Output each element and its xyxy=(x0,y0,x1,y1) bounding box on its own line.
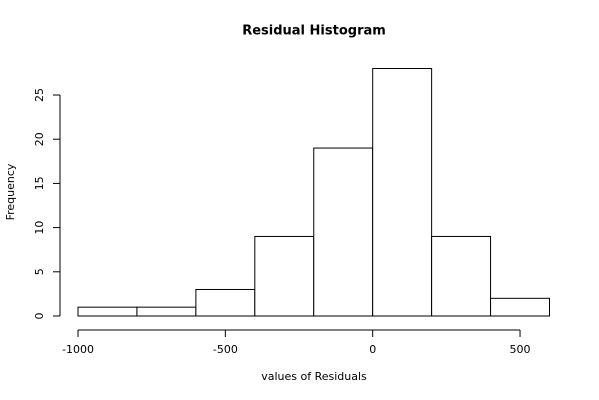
x-tick-label: -500 xyxy=(213,343,238,356)
bar xyxy=(136,306,197,317)
y-tick-label: 0 xyxy=(33,313,46,320)
y-tick-label: 10 xyxy=(33,221,46,235)
x-tick-label: 500 xyxy=(510,343,531,356)
bar xyxy=(77,306,138,317)
bar xyxy=(490,297,550,317)
y-tick-label: 20 xyxy=(33,132,46,146)
bar xyxy=(254,235,315,317)
y-tick-label: 25 xyxy=(33,88,46,102)
y-axis-label: Frequency xyxy=(4,163,17,220)
x-axis-label: values of Residuals xyxy=(261,370,367,383)
y-tick-label: 15 xyxy=(33,176,46,190)
x-tick-label: -1000 xyxy=(62,343,94,356)
x-tick-label: 0 xyxy=(369,343,376,356)
chart-title: Residual Histogram xyxy=(242,24,386,39)
bar xyxy=(431,235,492,317)
bar xyxy=(372,68,433,317)
y-tick-label: 5 xyxy=(33,268,46,275)
bar xyxy=(195,288,256,317)
bar xyxy=(313,147,374,317)
